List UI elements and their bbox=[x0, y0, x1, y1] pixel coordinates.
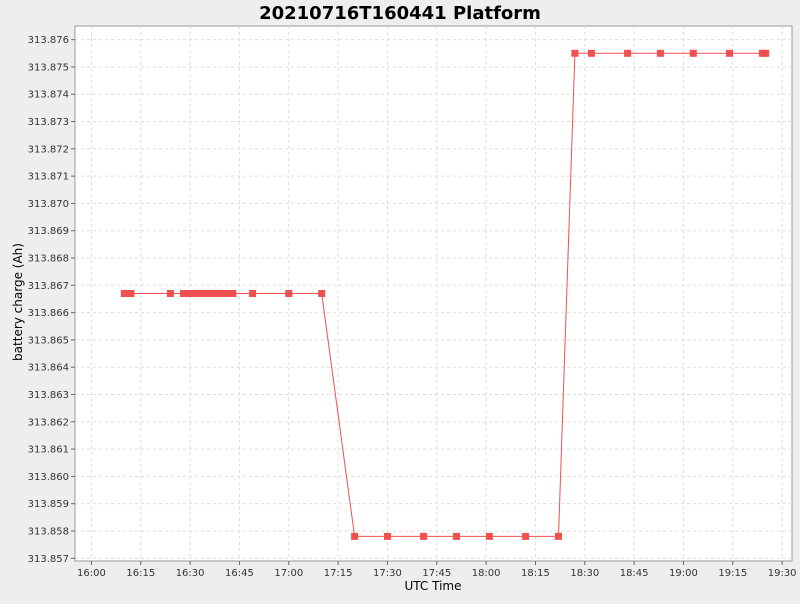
x-tick-label: 18:15 bbox=[521, 568, 550, 579]
y-tick-label: 313.868 bbox=[28, 254, 69, 265]
data-point bbox=[420, 532, 428, 540]
data-point bbox=[120, 290, 128, 297]
x-tick-label: 16:00 bbox=[77, 568, 106, 579]
data-point bbox=[285, 290, 293, 297]
y-tick-label: 313.860 bbox=[28, 472, 69, 483]
y-axis-label: battery charge (Ah) bbox=[11, 243, 25, 361]
x-tick-label: 17:45 bbox=[422, 568, 451, 579]
y-tick-label: 313.859 bbox=[28, 499, 69, 510]
y-tick-label: 313.872 bbox=[28, 144, 69, 155]
axis-ticks: 16:00 16:15 16:30 16:45 17:00 17:15 17:30 17:45… bbox=[28, 35, 797, 579]
y-tick-label: 313.874 bbox=[28, 90, 69, 101]
x-tick-label: 18:45 bbox=[620, 568, 649, 579]
x-tick-label: 17:30 bbox=[373, 568, 402, 579]
x-tick-label: 16:30 bbox=[176, 568, 205, 579]
data-point bbox=[229, 290, 237, 297]
data-point bbox=[384, 532, 391, 540]
x-tick-label: 17:00 bbox=[274, 568, 303, 579]
x-tick-label: 19:15 bbox=[718, 568, 747, 579]
data-point bbox=[587, 49, 595, 57]
x-tick-label: 17:15 bbox=[324, 568, 353, 579]
data-point bbox=[127, 290, 135, 297]
x-tick-label: 18:30 bbox=[570, 568, 599, 579]
data-point bbox=[166, 290, 174, 297]
y-tick-label: 313.858 bbox=[28, 526, 69, 537]
data-point bbox=[762, 49, 770, 57]
y-tick-label: 313.864 bbox=[28, 363, 69, 374]
y-tick-label: 313.863 bbox=[28, 390, 69, 401]
y-tick-label: 313.867 bbox=[28, 281, 69, 292]
chart-title: 20210716T160441 Platform bbox=[259, 3, 541, 24]
y-tick-label: 313.875 bbox=[28, 62, 69, 73]
grid bbox=[75, 26, 792, 561]
x-axis-label: UTC Time bbox=[405, 579, 462, 593]
y-tick-label: 313.876 bbox=[28, 35, 69, 46]
data-point bbox=[624, 49, 632, 57]
data-point bbox=[522, 532, 530, 540]
x-tick-label: 16:45 bbox=[225, 568, 254, 579]
y-tick-label: 313.865 bbox=[28, 335, 69, 346]
series bbox=[120, 49, 770, 540]
x-tick-label: 19:00 bbox=[669, 568, 698, 579]
data-point bbox=[485, 532, 493, 540]
data-point bbox=[689, 49, 697, 57]
y-tick-label: 313.869 bbox=[28, 226, 69, 237]
y-tick-label: 313.861 bbox=[28, 445, 69, 456]
x-tick-label: 18:00 bbox=[472, 568, 501, 579]
data-point bbox=[249, 290, 257, 297]
data-point bbox=[571, 49, 579, 57]
y-tick-label: 313.870 bbox=[28, 199, 69, 210]
y-tick-label: 313.871 bbox=[28, 172, 69, 183]
y-tick-label: 313.873 bbox=[28, 117, 69, 128]
data-point bbox=[351, 532, 359, 540]
data-point bbox=[555, 532, 562, 540]
y-tick-label: 313.857 bbox=[28, 554, 69, 565]
x-tick-label: 16:15 bbox=[126, 568, 155, 579]
y-tick-label: 313.862 bbox=[28, 417, 69, 428]
data-point bbox=[726, 49, 733, 57]
data-point bbox=[318, 290, 326, 297]
data-point bbox=[656, 49, 664, 57]
data-point bbox=[453, 532, 460, 540]
x-tick-label: 19:30 bbox=[768, 568, 797, 579]
y-tick-label: 313.866 bbox=[28, 308, 69, 319]
